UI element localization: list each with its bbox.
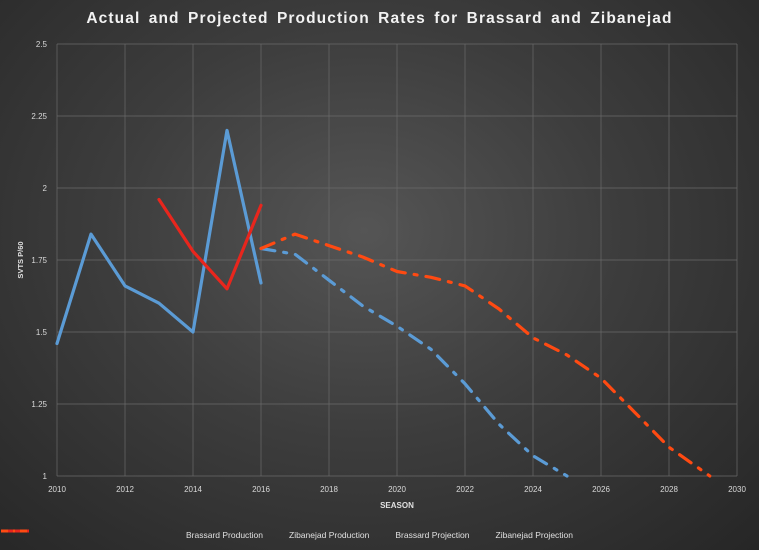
legend-item-1: Zibanejad Production: [1, 529, 370, 540]
x-tick-label: 2020: [388, 485, 406, 494]
y-tick-labels: 1 1.25 1.5 1.75 2 2.25 2.5: [31, 40, 47, 481]
series-line-2: [259, 246, 569, 478]
y-tick-label: 2.25: [31, 112, 47, 121]
x-tick-label: 2022: [456, 485, 474, 494]
y-tick-label: 2.5: [36, 40, 48, 49]
legend-label: Zibanejad Production: [289, 530, 370, 540]
legend-label: Zibanejad Projection: [495, 530, 574, 540]
series-line-1: [157, 197, 263, 291]
y-tick-label: 1.5: [36, 328, 48, 337]
y-tick-label: 2: [43, 184, 48, 193]
legend-item-2: Brassard Projection: [1, 529, 470, 540]
legend-label: Brassard Projection: [395, 530, 470, 540]
y-tick-label: 1: [43, 472, 48, 481]
x-tick-label: 2028: [660, 485, 678, 494]
y-tick-label: 1.75: [31, 256, 47, 265]
legend-label: Brassard Production: [185, 530, 263, 540]
series-line-3: [259, 232, 712, 478]
y-tick-label: 1.25: [31, 400, 47, 409]
x-tick-label: 2018: [320, 485, 338, 494]
x-tick-label: 2030: [728, 485, 746, 494]
gridlines: [56, 43, 738, 477]
legend-item-0: Brassard Production: [1, 529, 263, 540]
x-tick-label: 2014: [184, 485, 202, 494]
legend-item-3: Zibanejad Projection: [1, 529, 574, 540]
x-tick-labels: 2010 2012 2014 2016 2018 2020 2022 2024 2026 2028…: [48, 485, 746, 494]
x-tick-label: 2016: [252, 485, 270, 494]
chart-title: Actual and Projected Production Rates fo…: [86, 10, 673, 27]
x-tick-label: 2024: [524, 485, 542, 494]
x-tick-label: 2026: [592, 485, 610, 494]
x-tick-label: 2012: [116, 485, 134, 494]
series-line-0: [55, 128, 263, 346]
series-lines: [55, 128, 712, 478]
x-tick-label: 2010: [48, 485, 66, 494]
x-axis-label: SEASON: [380, 501, 414, 510]
legend-swatch: [1, 529, 29, 533]
legend: Brassard Production Zibanejad Production B…: [0, 527, 759, 543]
